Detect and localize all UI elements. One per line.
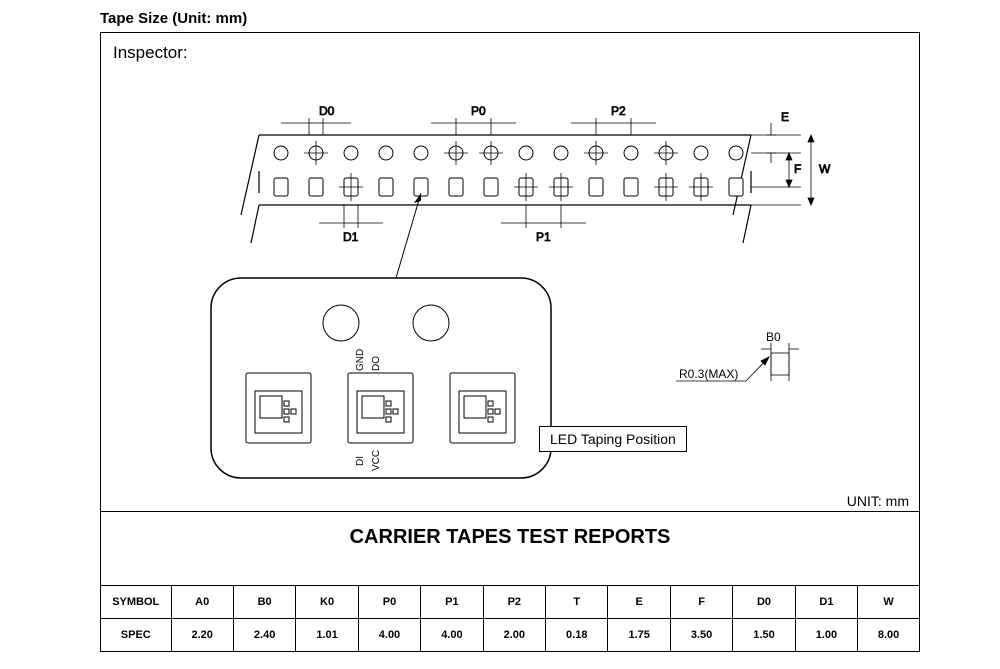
spec-value: 1.50 xyxy=(733,619,795,652)
row-spec-label: SPEC xyxy=(101,619,171,652)
pin-do: DO xyxy=(371,356,382,371)
led-taping-position-label: LED Taping Position xyxy=(539,426,687,452)
dim-w: W xyxy=(819,162,831,176)
dim-f: F xyxy=(794,162,801,176)
spec-value: 4.00 xyxy=(358,619,420,652)
col-p0: P0 xyxy=(358,586,420,619)
main-frame: Inspector: xyxy=(100,32,920,652)
spec-value: 2.20 xyxy=(171,619,233,652)
callout-r: R0.3(MAX) xyxy=(679,367,738,381)
col-b0: B0 xyxy=(233,586,295,619)
dim-d0: D0 xyxy=(319,104,335,118)
report-title: CARRIER TAPES TEST REPORTS xyxy=(101,511,919,563)
spec-value: 1.01 xyxy=(296,619,358,652)
spec-table: SYMBOLA0B0K0P0P1P2TEFD0D1W SPEC2.202.401… xyxy=(101,585,919,651)
dim-p2: P2 xyxy=(611,104,626,118)
spec-value: 2.00 xyxy=(483,619,545,652)
col-symbol: SYMBOL xyxy=(101,586,171,619)
spec-value: 1.75 xyxy=(608,619,670,652)
col-e: E xyxy=(608,586,670,619)
col-t: T xyxy=(546,586,608,619)
spec-value: 4.00 xyxy=(421,619,483,652)
unit-label: UNIT: mm xyxy=(847,493,909,509)
inspector-label: Inspector: xyxy=(113,43,188,63)
col-a0: A0 xyxy=(171,586,233,619)
dim-d1: D1 xyxy=(343,230,359,244)
col-d1: D1 xyxy=(795,586,857,619)
spec-value: 2.40 xyxy=(233,619,295,652)
pin-di: DI xyxy=(355,456,366,466)
dim-p0: P0 xyxy=(471,104,486,118)
col-k0: K0 xyxy=(296,586,358,619)
dim-e: E xyxy=(781,110,789,124)
col-f: F xyxy=(670,586,732,619)
spec-value: 8.00 xyxy=(858,619,919,652)
spec-value: 3.50 xyxy=(670,619,732,652)
tape-size-title: Tape Size (Unit: mm) xyxy=(100,10,247,27)
tape-diagram-svg: D0 P0 P2 D1 P1 xyxy=(101,63,921,503)
callout-b0: B0 xyxy=(766,330,781,344)
pin-gnd: GND xyxy=(355,349,366,371)
pin-vcc: VCC xyxy=(371,450,382,471)
col-p1: P1 xyxy=(421,586,483,619)
dim-p1: P1 xyxy=(536,230,551,244)
spec-value: 0.18 xyxy=(546,619,608,652)
col-p2: P2 xyxy=(483,586,545,619)
col-w: W xyxy=(858,586,919,619)
col-d0: D0 xyxy=(733,586,795,619)
spec-value: 1.00 xyxy=(795,619,857,652)
diagram-area: D0 P0 P2 D1 P1 xyxy=(101,63,921,503)
